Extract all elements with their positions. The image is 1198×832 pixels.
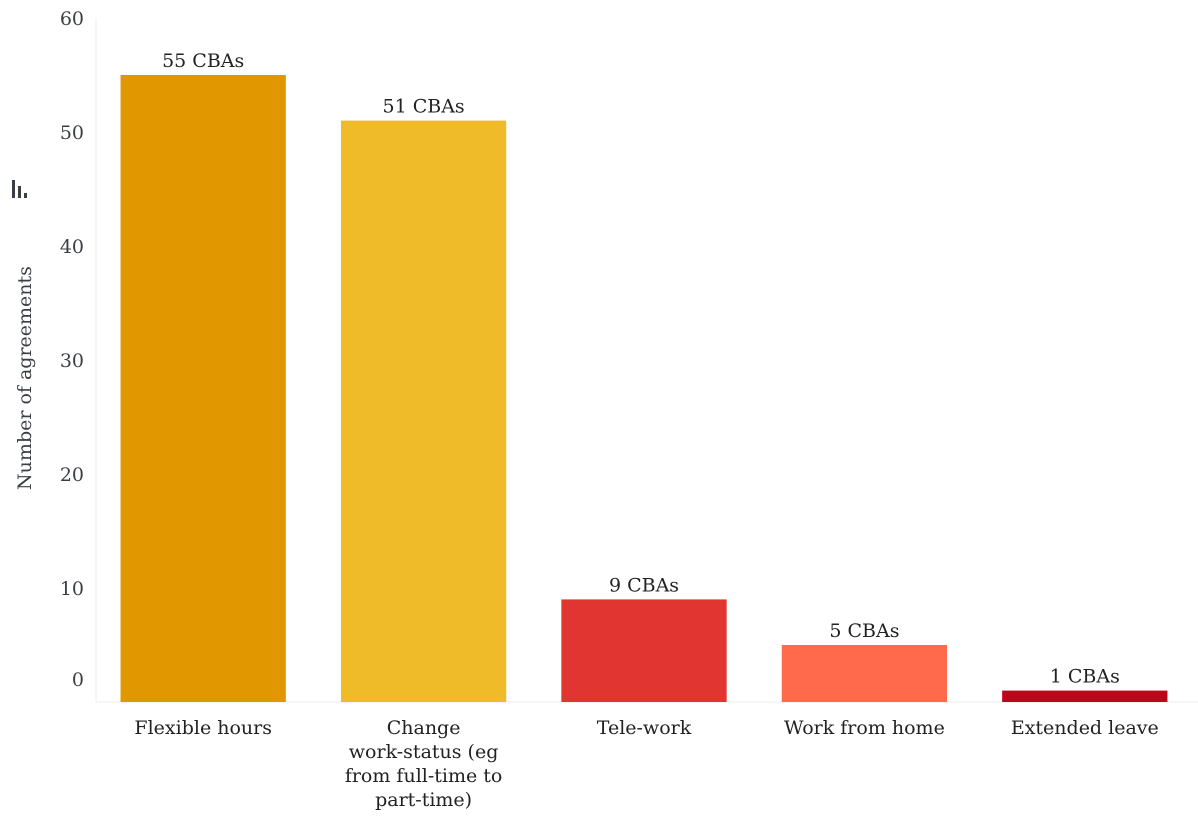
- bar[interactable]: [781, 645, 948, 702]
- x-tick-label: Work from home: [784, 717, 945, 739]
- y-axis: 0 10 20 30 40 50 60: [60, 8, 84, 691]
- y-tick-label: 20: [60, 464, 84, 486]
- x-axis: Flexible hours Change work-status (eg from …: [134, 717, 1158, 811]
- y-axis-title: Number of agreements: [14, 266, 36, 490]
- data-label: 5 CBAs: [829, 620, 899, 642]
- y-tick-label: 40: [60, 236, 84, 258]
- y-tick-label: 30: [60, 350, 84, 372]
- x-tick-label: Extended leave: [1011, 717, 1159, 739]
- bar[interactable]: [1002, 690, 1168, 702]
- data-label: 9 CBAs: [609, 574, 679, 596]
- bar[interactable]: [120, 75, 286, 702]
- x-tick-label: Change work-status (eg from full-time to pa…: [345, 717, 503, 811]
- y-tick-label: 60: [60, 8, 84, 30]
- y-tick-label: 10: [60, 578, 84, 600]
- bar-chart-icon[interactable]: [12, 180, 27, 198]
- y-tick-label: 0: [72, 669, 84, 691]
- x-tick-label: Tele-work: [597, 717, 692, 739]
- bar[interactable]: [340, 120, 507, 703]
- y-tick-label: 50: [60, 122, 84, 144]
- data-label: 51 CBAs: [382, 96, 464, 118]
- data-label: 1 CBAs: [1050, 666, 1120, 688]
- data-labels: 55 CBAs 51 CBAs 9 CBAs 5 CBAs 1 CBAs: [162, 50, 1120, 688]
- bar[interactable]: [561, 599, 727, 702]
- data-label: 55 CBAs: [162, 50, 244, 72]
- bars: [120, 75, 1168, 703]
- x-tick-label: Flexible hours: [134, 717, 272, 739]
